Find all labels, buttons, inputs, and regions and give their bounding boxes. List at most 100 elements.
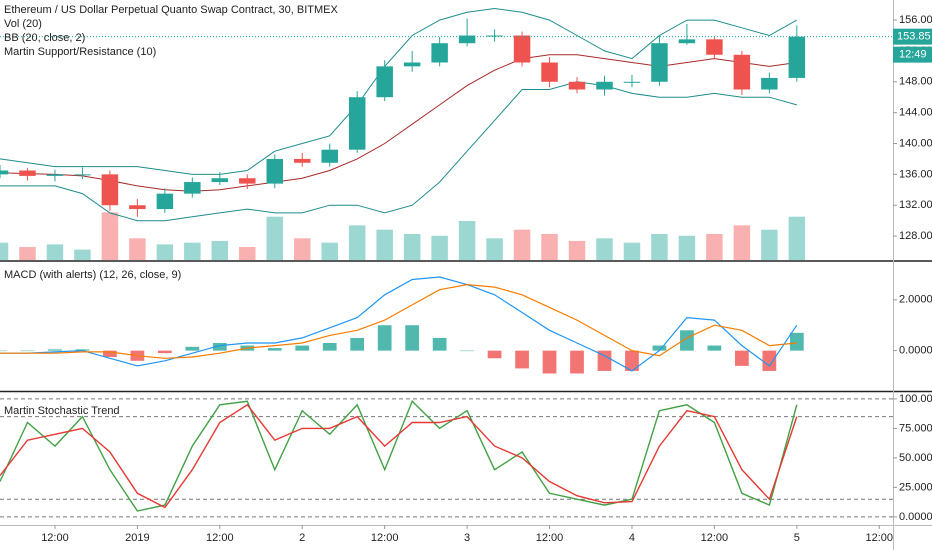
histogram-bar [652,345,667,351]
y-tick-label: 2.0000 [899,294,932,306]
chart-title: Ethereum / US Dollar Perpetual Quanto Sw… [4,4,338,16]
x-tick-label: 12:00 [865,532,893,544]
volume-bar [101,212,119,260]
x-tick-label: 4 [629,532,635,544]
candle-body [651,43,668,82]
stoch-line [0,403,798,509]
legend-volume: Vol (20) [4,18,42,30]
y-tick-label: 132.00 [899,199,932,211]
last-price-tag [893,28,932,45]
x-tick-label: 12:00 [701,532,729,544]
histogram-bar [432,337,447,351]
histogram-bar [460,350,474,352]
volume-bar [239,247,256,260]
histogram-bar [707,345,722,351]
macd-line [0,276,798,372]
volume-bar [431,235,448,260]
pane-title: Martin Stochastic Trend [4,405,120,417]
candle-body [74,174,91,176]
histogram-bar [75,349,90,351]
histogram-bar [48,349,62,351]
histogram-bar [680,330,694,351]
legend-indicator: Martin Support/Resistance (10) [4,46,156,58]
y-tick-label: 50.0000 [899,452,932,464]
candle-body [513,35,531,63]
candle-body [156,193,174,210]
volume-bar [651,234,668,260]
volume-bar [184,242,201,260]
stoch-line [0,400,798,512]
volume-bar [486,238,503,260]
y-tick-label: 136.00 [899,168,932,180]
candle-body [623,81,641,83]
volume-bar [596,238,613,260]
y-tick-label: 0.0000 [899,345,932,357]
histogram-bar [405,325,420,351]
volume-bar [733,225,751,260]
volume-bar [0,242,9,260]
volume-bar [19,247,36,260]
histogram-bar [597,350,612,371]
x-tick-label: 2 [299,532,305,544]
y-tick-label: 140.00 [899,137,932,149]
x-tick-label: 3 [464,532,470,544]
volume-bar [706,234,723,260]
x-tick-label: 5 [794,532,800,544]
volume-bar [541,234,558,260]
last-price-label: 153.85 [897,31,931,43]
candle-body [294,158,311,163]
histogram-bar [295,345,310,351]
candle-body [596,81,613,90]
volume-bar [403,234,421,260]
volume-bar [266,216,284,260]
candle-body [458,35,476,44]
candle-body [321,149,338,163]
candle-body [733,54,751,90]
histogram-bar [185,346,200,351]
x-tick-label: 12:00 [536,532,564,544]
histogram-bar [267,348,282,351]
volume-bar [348,225,366,260]
histogram-bar [487,350,502,359]
candle-body [0,170,9,175]
volume-bar [129,238,146,260]
candle-body [568,81,586,90]
histogram-bar [20,350,35,352]
candle-body [101,174,119,206]
histogram-bar [570,350,584,374]
x-tick-label: 2019 [125,532,149,544]
pane-title: MACD (with alerts) (12, 26, close, 9) [4,269,181,281]
histogram-bar [625,350,639,371]
candle-body [266,158,284,184]
y-tick-label: 100.0000 [899,393,932,405]
candle-body [19,170,36,176]
volume-bar [74,249,91,260]
legend-bands: BB (20, close, 2) [4,32,85,44]
volume-bar [211,240,229,260]
volume-bar [623,242,641,260]
histogram-bar [350,337,365,351]
candle-body [184,182,201,194]
candle-body [129,205,146,210]
histogram-bar [789,332,804,351]
histogram-bar [542,350,557,374]
bb-upper [0,7,798,175]
countdown-label: 12:49 [899,49,927,61]
y-tick-label: 75.0000 [899,422,932,434]
volume-bar [294,238,311,260]
volume-bar [678,235,696,260]
candle-body [403,62,421,67]
y-tick-label: 0.0000 [899,511,932,523]
candle-body [348,97,366,150]
y-tick-label: 148.00 [899,76,932,88]
volume-bar [761,229,778,260]
histogram-bar [157,350,172,354]
candle-body [239,178,256,184]
histogram-bar [377,325,392,351]
histogram-bar [322,343,337,351]
x-tick-label: 12:00 [371,532,399,544]
histogram-bar [515,350,529,369]
y-tick-label: 128.00 [899,230,932,242]
